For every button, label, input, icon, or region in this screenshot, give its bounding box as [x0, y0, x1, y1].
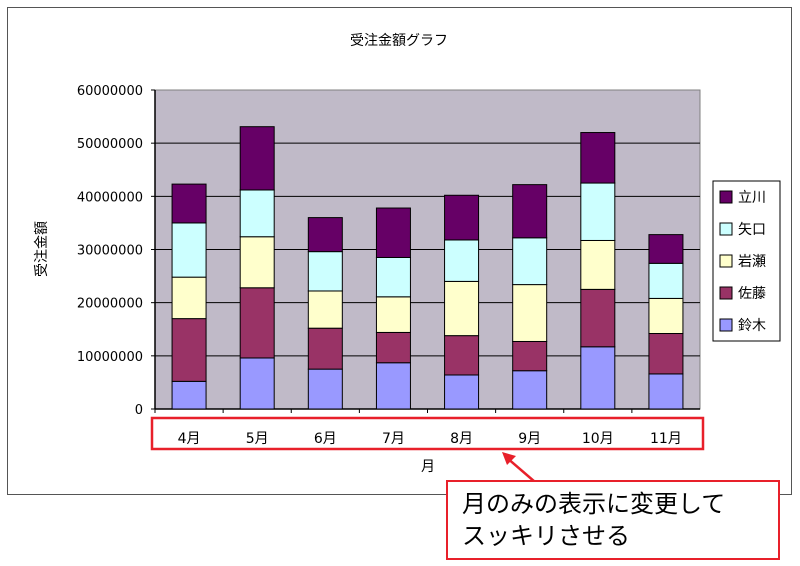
bar-segment	[512, 284, 548, 342]
x-labels-highlight	[150, 416, 705, 451]
legend-label: 佐藤	[738, 286, 766, 302]
x-tick-label: 5月	[246, 431, 269, 447]
bar-segment	[307, 217, 343, 253]
x-tick-label: 7月	[382, 431, 405, 447]
legend-label: 矢口	[738, 222, 766, 238]
bar-segment	[648, 234, 684, 264]
x-tick-label: 8月	[450, 431, 473, 447]
bar-segment	[444, 374, 480, 410]
y-tick-label: 30000000	[77, 244, 143, 259]
bar-segment	[239, 126, 275, 191]
bar-segment	[512, 237, 548, 286]
bar-segment	[307, 368, 343, 410]
bar-segment	[171, 183, 207, 224]
x-tick-label: 4月	[178, 431, 201, 447]
bar-segment	[239, 189, 275, 238]
x-tick-label: 6月	[314, 431, 337, 447]
y-tick-label: 60000000	[77, 84, 143, 99]
bar-segment	[171, 276, 207, 320]
annotation-arrow-head	[502, 452, 516, 465]
bar-segment	[307, 251, 343, 292]
legend-swatch	[719, 254, 733, 268]
bar-segment	[239, 357, 275, 410]
x-axis-label: 月	[421, 459, 435, 475]
y-axis-label: 受注金額	[34, 221, 50, 277]
y-tick-label: 50000000	[77, 137, 143, 152]
bar-segment	[375, 362, 411, 410]
bar-segment	[512, 370, 548, 410]
y-tick-label: 10000000	[77, 350, 143, 365]
bar-segment	[375, 331, 411, 364]
x-tick-label: 10月	[582, 431, 614, 447]
bar-segment	[580, 346, 616, 410]
legend-label: 岩瀬	[738, 254, 766, 270]
callout-box: 月のみの表示に変更して スッキリさせる	[446, 480, 780, 560]
bar-segment	[580, 288, 616, 348]
callout-text-line-2: スッキリさせる	[462, 522, 630, 550]
legend-swatch	[719, 190, 733, 204]
plot-area: 0 10000000 20000000 30000000 40000000 5000000…	[77, 84, 701, 447]
bar-segment	[171, 380, 207, 410]
legend-label: 立川	[738, 190, 766, 206]
bar-segment	[444, 194, 480, 241]
bar-segment	[171, 318, 207, 382]
bar-segment	[239, 236, 275, 289]
bar-segment	[444, 335, 480, 376]
bar-segment	[444, 239, 480, 282]
chart-title: 受注金額グラフ	[350, 33, 448, 49]
bar-segment	[239, 287, 275, 359]
bar-segment	[580, 182, 616, 241]
callout-text-line-1: 月のみの表示に変更して	[462, 490, 726, 518]
bar-segment	[375, 207, 411, 258]
legend-label: 鈴木	[738, 318, 766, 334]
bar-segment	[375, 296, 411, 333]
bar-segment	[580, 239, 616, 290]
y-tick-label: 0	[135, 403, 143, 418]
y-tick-label: 20000000	[77, 297, 143, 312]
y-tick-label: 40000000	[77, 190, 143, 205]
annotation-layer	[150, 416, 705, 483]
bar-segment	[648, 373, 684, 410]
bar-segment	[648, 333, 684, 375]
bar-segment	[512, 340, 548, 372]
bar-segment	[307, 327, 343, 370]
x-tick-label: 11月	[650, 431, 682, 447]
bar-segment	[307, 290, 343, 329]
bar-segment	[580, 132, 616, 184]
bar-segment	[648, 262, 684, 299]
x-tick-label: 9月	[518, 431, 541, 447]
bar-segment	[375, 256, 411, 298]
legend-swatch	[719, 318, 733, 332]
legend-swatch	[719, 286, 733, 300]
bar-segment	[512, 184, 548, 239]
bar-segment	[444, 280, 480, 337]
bar-segment	[648, 297, 684, 335]
legend-swatch	[719, 222, 733, 236]
bar-segment	[171, 222, 207, 278]
